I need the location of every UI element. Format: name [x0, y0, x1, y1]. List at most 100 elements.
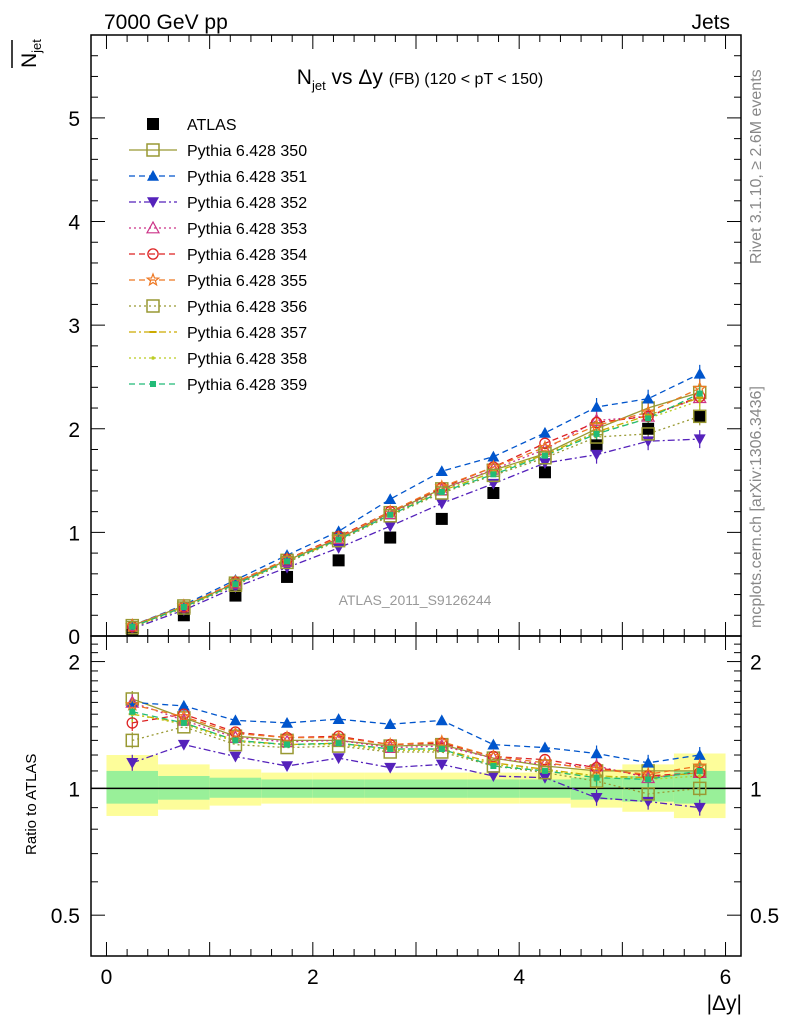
- ratio-point: [332, 713, 345, 724]
- data-point: [590, 439, 603, 452]
- legend-label: Pythia 6.428 352: [187, 195, 307, 212]
- ratio-point: [589, 758, 604, 772]
- y-tick-label: 0: [68, 626, 80, 649]
- energy-label: 7000 GeV pp: [104, 11, 228, 34]
- ratio-point: [593, 774, 600, 781]
- x-tick-label: 6: [720, 966, 732, 989]
- data-point: [642, 392, 655, 404]
- data-point: [642, 410, 654, 423]
- data-point: [229, 589, 242, 602]
- data-point: [332, 554, 345, 567]
- ratio-y-tick-label: 2: [68, 652, 80, 675]
- ratio-point: [589, 761, 604, 776]
- data-point: [335, 536, 342, 543]
- y-tick-label: 2: [68, 419, 80, 442]
- legend-marker: [147, 197, 159, 208]
- data-point: [177, 601, 191, 615]
- ratio-ylabel: Ratio to ATLAS: [23, 754, 40, 855]
- legend-label: Pythia 6.428 355: [187, 273, 307, 290]
- series-line-4: [132, 397, 700, 627]
- data-point: [641, 427, 655, 441]
- series-line-2: [132, 373, 700, 627]
- series-line-8: [132, 397, 700, 628]
- data-point: [589, 413, 604, 426]
- data-point: [693, 367, 706, 379]
- ratio-line-4: [132, 713, 700, 777]
- ratio-point: [435, 759, 448, 771]
- title-range: (120 < pT < 150): [420, 71, 543, 88]
- ratio-point: [180, 719, 187, 726]
- ratio-y-tick-label-right: 0.5: [750, 905, 779, 928]
- plot-title: Njet vs Δy (FB) (120 < pT < 150): [297, 66, 543, 93]
- ratio-point: [129, 708, 136, 715]
- ratio-point: [693, 749, 706, 760]
- legend-label: Pythia 6.428 356: [187, 299, 307, 316]
- data-point: [180, 603, 187, 610]
- ratio-line-0: [132, 698, 700, 772]
- data-point: [538, 426, 551, 438]
- data-point: [693, 434, 706, 446]
- mcplots-label: mcplots.cern.ch [arXiv:1306.3436]: [748, 386, 765, 628]
- ratio-point: [383, 745, 397, 759]
- data-point: [435, 465, 448, 477]
- ratio-point: [126, 758, 139, 769]
- ratio-point: [435, 714, 448, 726]
- ratio-point: [387, 746, 394, 753]
- ratio-point: [232, 737, 239, 744]
- ylabel-sub: jet: [29, 39, 44, 54]
- series-line-7: [132, 415, 700, 629]
- data-point: [541, 452, 548, 459]
- ratio-point: [642, 756, 655, 768]
- ratio-point: [125, 733, 140, 748]
- ratio-xlabel: |Δy|: [707, 992, 742, 1015]
- legend-label: Pythia 6.428 351: [187, 169, 307, 186]
- data-point: [696, 390, 703, 397]
- data-point: [384, 531, 397, 544]
- rivet-version-label: Rivet 3.1.10, ≥ 2.6M events: [748, 69, 765, 264]
- ratio-point: [486, 748, 501, 763]
- title-sub: jet: [311, 78, 326, 93]
- ratio-line-3: [132, 701, 700, 779]
- ratio-point: [126, 717, 139, 729]
- data-point: [692, 409, 707, 424]
- data-point: [232, 581, 239, 588]
- ratio-point: [538, 741, 551, 753]
- ratio-point: [486, 759, 501, 773]
- ratio-point: [124, 696, 140, 711]
- x-tick-label: 0: [101, 966, 113, 989]
- data-point: [539, 437, 551, 450]
- data-point: [383, 509, 397, 523]
- legend-label: Pythia 6.428 357: [187, 325, 307, 342]
- series-line-3: [132, 438, 700, 630]
- ratio-point: [176, 708, 192, 723]
- series-line-6: [132, 387, 700, 627]
- ratio-point: [641, 787, 655, 801]
- ratio-point: [692, 781, 707, 796]
- data-point: [281, 570, 294, 583]
- legend-marker: [147, 118, 159, 130]
- ratio-point: [384, 762, 397, 774]
- data-point: [435, 486, 449, 500]
- data-point: [284, 558, 291, 565]
- ratio-point: [435, 745, 449, 759]
- data-point: [331, 533, 346, 548]
- data-point: [645, 415, 652, 422]
- data-point: [642, 422, 655, 435]
- legend-label: Pythia 6.428 358: [187, 351, 307, 368]
- legend-marker: [147, 248, 159, 260]
- ratio-point: [541, 767, 548, 774]
- legend-label: Pythia 6.428 353: [187, 221, 307, 238]
- ratio-point: [696, 767, 703, 774]
- ratio-y-tick-label-right: 1: [750, 778, 762, 801]
- data-point: [642, 436, 655, 448]
- data-point: [537, 439, 553, 454]
- ratio-point: [487, 738, 500, 750]
- ratio-point: [490, 763, 497, 770]
- ratio-point: [281, 716, 294, 728]
- data-point: [435, 498, 448, 510]
- analysis-watermark: ATLAS_2011_S9126244: [339, 592, 492, 608]
- legend-marker: [150, 381, 156, 387]
- ratio-line-1: [132, 701, 700, 764]
- y-tick-label: 5: [68, 108, 80, 131]
- ratio-point: [693, 802, 706, 814]
